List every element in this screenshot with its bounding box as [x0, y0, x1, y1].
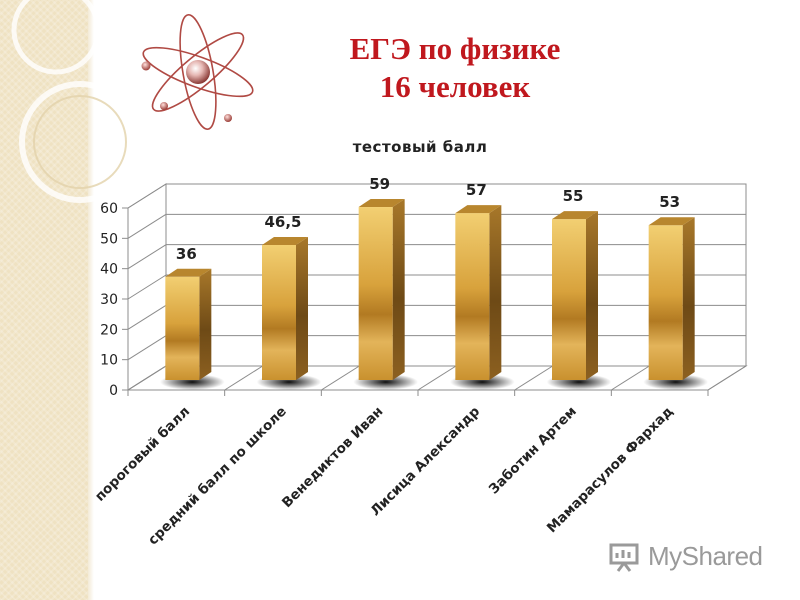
watermark: MyShared [608, 536, 763, 576]
floor-divider [611, 365, 650, 391]
y-tick-label: 20 [100, 322, 118, 338]
bar-top [648, 217, 695, 226]
data-label: 55 [563, 187, 584, 205]
y-tick-label: 40 [100, 262, 118, 278]
x-tick-label: пороговый балл [92, 404, 193, 505]
gridline-side [127, 183, 167, 209]
x-tick-label: Заботин Артем [486, 404, 580, 498]
bar-side [489, 205, 502, 380]
data-label: 46,5 [264, 213, 301, 231]
y-tick-label: 0 [109, 383, 118, 399]
bar [160, 268, 225, 390]
floor-divider [321, 365, 360, 391]
decorative-rings [11, 0, 141, 203]
bar-front [455, 213, 490, 380]
bar [256, 236, 322, 390]
bar-side [199, 268, 212, 380]
bar-top [262, 236, 308, 245]
gridline-side [127, 274, 167, 300]
floor-divider [127, 365, 167, 391]
floor-divider [224, 365, 263, 391]
title-line-2: 16 человек [379, 69, 531, 104]
bar-top [552, 211, 598, 220]
bar [643, 217, 708, 390]
bar-side [682, 217, 695, 380]
floor-divider [707, 365, 747, 391]
presentation-board-icon [609, 543, 639, 572]
gridline-side [127, 304, 167, 330]
floor-divider [514, 365, 553, 391]
chart-title: тестовый балл [352, 138, 488, 156]
bar-front [552, 219, 586, 380]
strip-edge [88, 0, 94, 600]
gridline-side [127, 244, 167, 270]
x-tick-label: Венедиктов Иван [279, 404, 387, 512]
data-label: 36 [176, 245, 197, 263]
floor-divider [417, 365, 457, 391]
bar-top [165, 268, 212, 277]
bar [450, 205, 515, 390]
bar [546, 211, 612, 390]
bar-top [455, 205, 502, 214]
atom-icon [141, 14, 254, 130]
data-label: 57 [466, 181, 487, 199]
bar-front [262, 244, 296, 380]
slide-title: ЕГЭ по физике 16 человек [300, 30, 610, 106]
bar-side [586, 211, 598, 380]
gridline-side [127, 213, 167, 239]
data-label: 53 [659, 193, 680, 211]
watermark-text: MyShared [648, 540, 763, 571]
bar-front [648, 225, 683, 380]
y-tick-label: 50 [100, 231, 118, 247]
bar-side [296, 236, 308, 380]
bar [353, 199, 418, 390]
y-tick-label: 60 [100, 201, 118, 217]
bar-front [165, 276, 200, 380]
y-tick-label: 30 [100, 292, 118, 308]
gridline-side [127, 335, 167, 361]
x-tick-label: Лисица Александр [367, 403, 483, 519]
y-tick-label: 10 [100, 353, 118, 369]
bar-top [358, 199, 405, 208]
bars-layer [160, 199, 708, 390]
title-line-1: ЕГЭ по физике [349, 31, 561, 66]
bar-side [392, 199, 405, 380]
bar-front [358, 207, 393, 380]
data-label: 59 [369, 175, 390, 193]
